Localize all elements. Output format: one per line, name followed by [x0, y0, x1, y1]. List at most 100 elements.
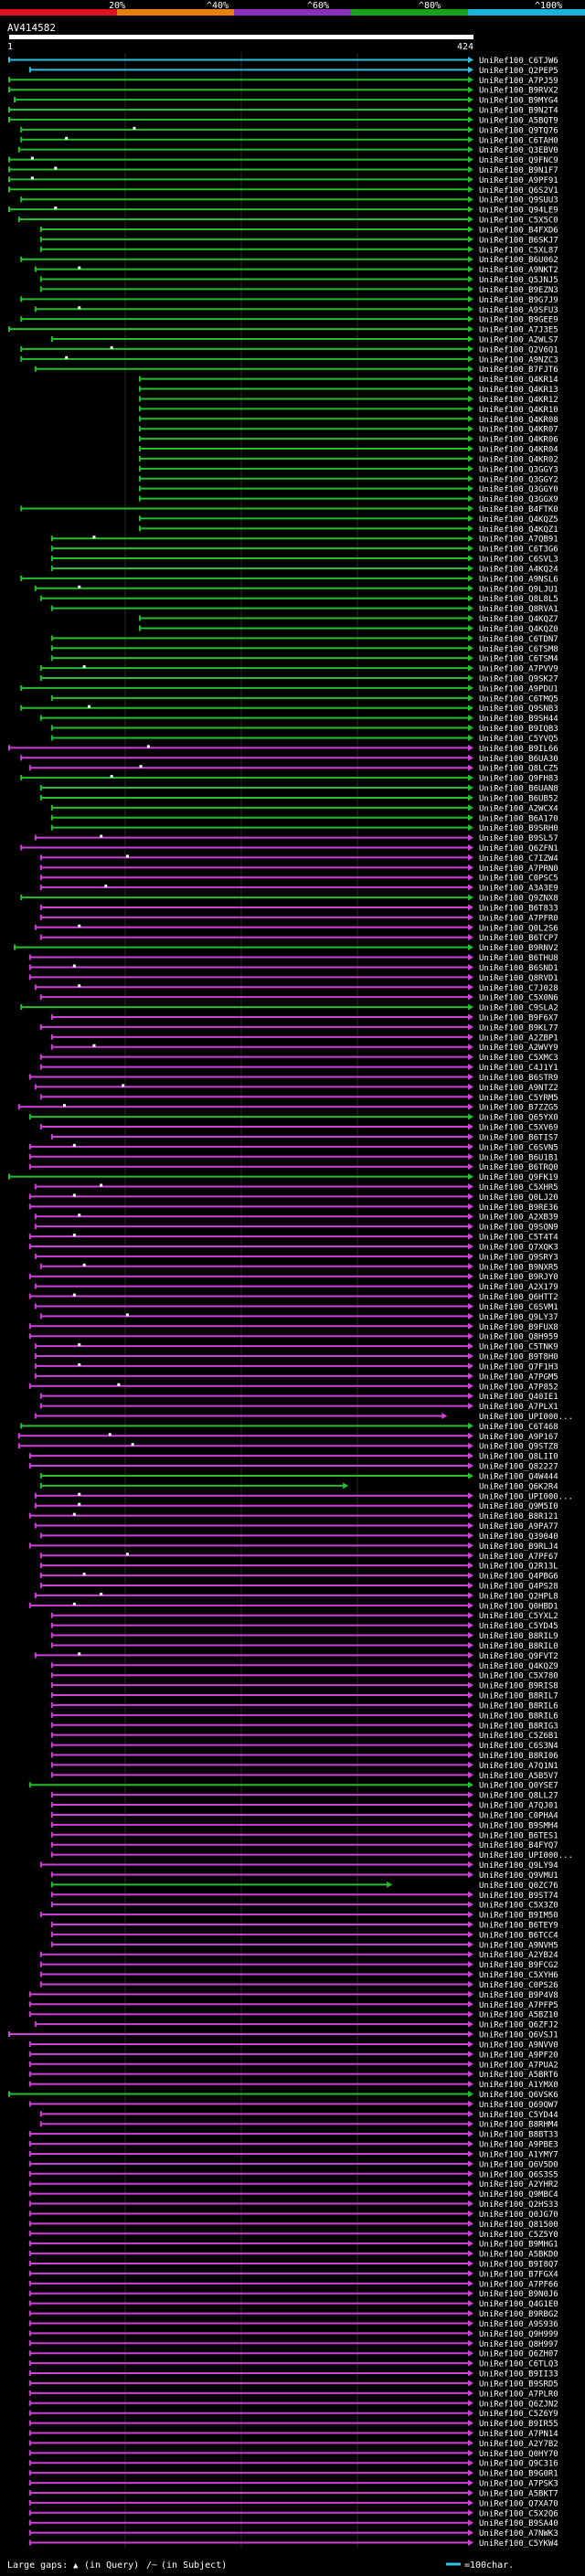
hit-end-arrow: [468, 2380, 473, 2387]
gap-marker: [100, 834, 103, 838]
hit-label: UniRef100_A7QJ01: [479, 1802, 558, 1811]
hit-end-arrow: [468, 2270, 473, 2277]
hit-end-arrow: [468, 1901, 473, 1908]
hit-label: UniRef100_Q4W444: [479, 1472, 558, 1481]
hit-label: UniRef100_Q8LCZ5: [479, 765, 558, 774]
hit-end-arrow: [468, 1951, 473, 1958]
hit-end-arrow: [468, 1373, 473, 1380]
hit-label: UniRef100_C9SLA2: [479, 1004, 558, 1013]
hit-end-arrow: [468, 824, 473, 832]
hit-label: UniRef100_B9RBG2: [479, 2310, 558, 2319]
hit-end-arrow: [468, 853, 473, 861]
hit-end-arrow: [468, 295, 473, 302]
hit-end-arrow: [468, 963, 473, 970]
hit-label: UniRef100_Q4KQZ9: [479, 1662, 558, 1671]
hit-end-arrow: [468, 1871, 473, 1878]
hit-label: UniRef100_C5YD45: [479, 1622, 558, 1631]
hit-end-arrow: [468, 504, 473, 512]
hit-label: UniRef100_Q4PS28: [479, 1582, 558, 1591]
hit-label: UniRef100_B9IQB3: [479, 725, 558, 734]
hit-label: UniRef100_A7QB91: [479, 535, 558, 545]
hit-label: UniRef100_A2X179: [479, 1283, 558, 1292]
hit-label: UniRef100_Q3GGY3: [479, 465, 558, 474]
hit-end-arrow: [468, 884, 473, 891]
hit-end-arrow: [468, 126, 473, 133]
hit-label: UniRef100_UPI000...: [479, 1492, 573, 1501]
hit-end-arrow: [468, 2150, 473, 2157]
hit-end-arrow: [468, 1054, 473, 1061]
hit-end-arrow: [468, 376, 473, 383]
hit-label: UniRef100_Q9VMU1: [479, 1871, 558, 1881]
scale-label: 20%: [109, 1, 125, 11]
hit-label: UniRef100_B9N2T4: [479, 107, 558, 116]
hit-end-arrow: [468, 874, 473, 881]
hit-end-arrow: [468, 366, 473, 373]
hit-label: UniRef100_A2YHR2: [479, 2180, 558, 2189]
hit-end-arrow: [468, 1253, 473, 1260]
hit-end-arrow: [468, 1712, 473, 1719]
hit-end-arrow: [468, 2369, 473, 2377]
hit-end-arrow: [468, 196, 473, 203]
hit-end-arrow: [468, 1552, 473, 1559]
hit-end-arrow: [468, 545, 473, 552]
hit-label: UniRef100_B9RJY0: [479, 1273, 558, 1282]
hit-end-arrow: [468, 1801, 473, 1808]
hit-end-arrow: [468, 684, 473, 692]
hit-end-arrow: [468, 1143, 473, 1150]
hit-label: UniRef100_A7PSK3: [479, 2480, 558, 2489]
hit-end-arrow: [468, 2439, 473, 2446]
hit-label: UniRef100_A9NKT2: [479, 266, 558, 275]
hit-end-arrow: [468, 2000, 473, 2008]
gap-marker: [146, 745, 150, 748]
hit-end-arrow: [468, 1980, 473, 1988]
hit-end-arrow: [468, 485, 473, 493]
hit-end-arrow: [468, 1342, 473, 1350]
hit-end-arrow: [468, 2349, 473, 2357]
hit-end-arrow: [468, 1442, 473, 1449]
hit-label: UniRef100_B9GEE9: [479, 316, 558, 325]
hit-end-arrow: [468, 86, 473, 93]
hit-label: UniRef100_Q6ZFN1: [479, 844, 558, 853]
hit-end-arrow: [468, 615, 473, 622]
hit-end-arrow: [468, 664, 473, 672]
hit-end-arrow: [468, 634, 473, 641]
hit-end-arrow: [468, 2359, 473, 2367]
gap-marker: [54, 207, 58, 210]
hit-end-arrow: [468, 715, 473, 722]
hit-label: UniRef100_Q9FH83: [479, 775, 558, 784]
hit-label: UniRef100_Q7XA70: [479, 2499, 558, 2508]
hit-label: UniRef100_B9SMH4: [479, 1821, 558, 1830]
hit-end-arrow: [468, 944, 473, 951]
hit-label: UniRef100_B6THU8: [479, 954, 558, 963]
hit-label: UniRef100_B6TIS7: [479, 1133, 558, 1142]
hit-label: UniRef100_Q4KR14: [479, 376, 558, 385]
legend-gaps-label: Large gaps:: [7, 2560, 68, 2571]
hit-end-arrow: [468, 2329, 473, 2337]
hit-label: UniRef100_Q3GGY0: [479, 485, 558, 494]
hit-label: UniRef100_Q8RVA1: [479, 605, 558, 614]
hit-end-arrow: [468, 2140, 473, 2147]
hit-end-arrow: [468, 2390, 473, 2397]
hit-label: UniRef100_Q6V5D0: [479, 2160, 558, 2169]
hit-label: UniRef100_Q6S2V1: [479, 186, 558, 196]
gap-marker: [117, 1383, 121, 1386]
hit-label: UniRef100_B9IM50: [479, 1912, 558, 1921]
hit-end-arrow: [468, 1911, 473, 1918]
hit-end-arrow: [468, 2300, 473, 2307]
query-start-label: 1: [7, 42, 13, 52]
hit-label: UniRef100_B7FJT6: [479, 366, 558, 375]
hit-end-arrow: [468, 1103, 473, 1110]
hit-end-arrow: [468, 1861, 473, 1869]
gap-marker: [78, 1214, 81, 1217]
hit-end-arrow: [468, 1283, 473, 1290]
hit-label: UniRef100_B6TRQ0: [479, 1163, 558, 1172]
hit-end-arrow: [468, 445, 473, 452]
hit-end-arrow: [468, 1971, 473, 1978]
hit-label: UniRef100_Q9SQN9: [479, 1224, 558, 1233]
hit-end-arrow: [468, 146, 473, 154]
hit-label: UniRef100_A9SFU3: [479, 306, 558, 315]
gap-marker: [78, 1652, 81, 1656]
hit-end-arrow: [468, 2430, 473, 2437]
hit-label: UniRef100_A5BKD0: [479, 2251, 558, 2260]
